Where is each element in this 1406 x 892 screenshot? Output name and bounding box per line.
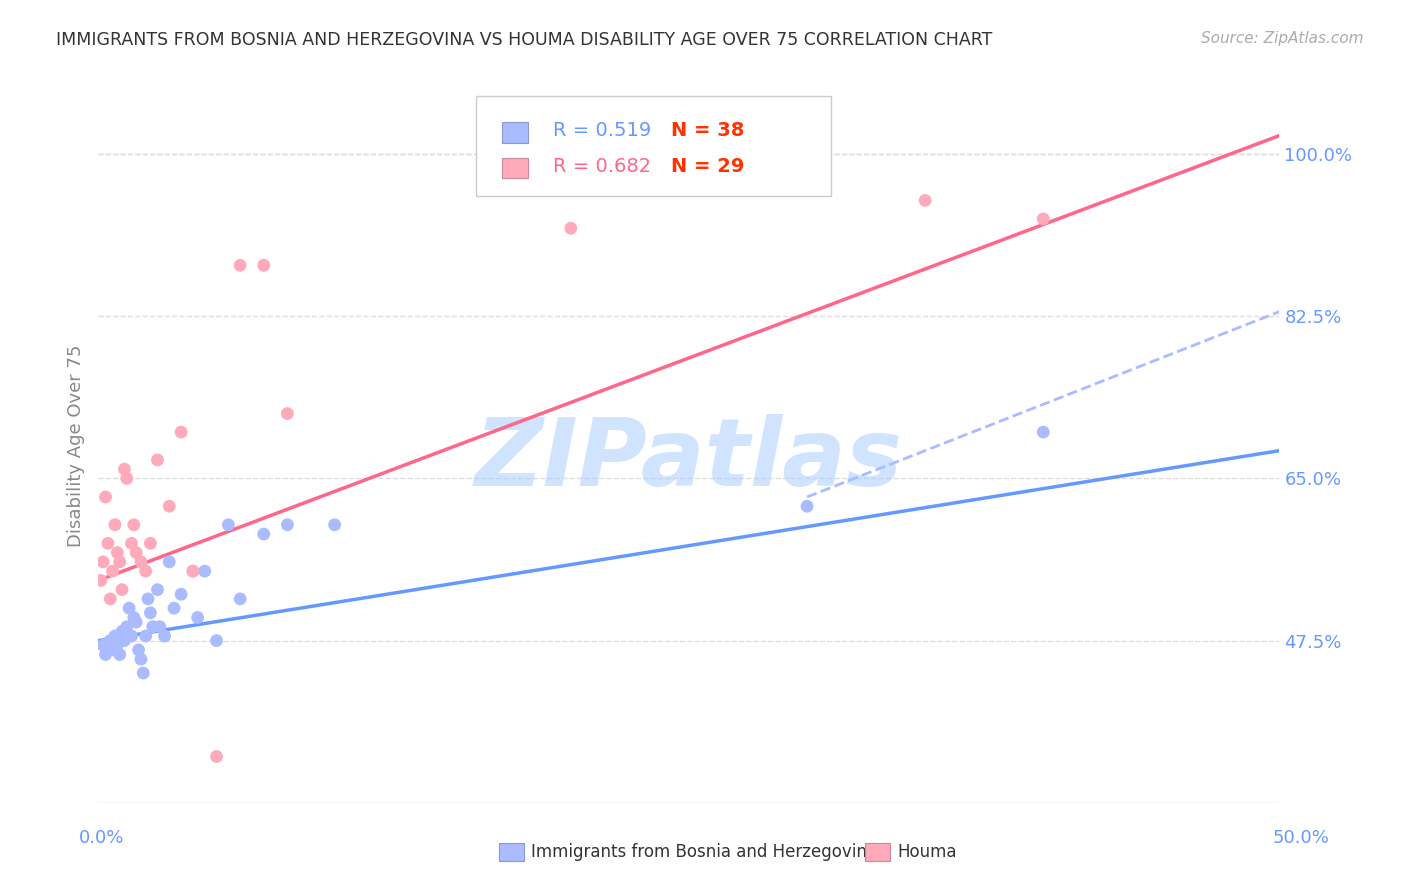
Point	[181, 564, 204, 578]
Point	[135, 629, 157, 643]
Text: Source: ZipAtlas.com: Source: ZipAtlas.com	[1201, 31, 1364, 46]
Point	[142, 620, 165, 634]
Point	[115, 620, 138, 634]
Point	[560, 221, 582, 235]
Point	[132, 666, 155, 681]
Point	[229, 258, 252, 272]
Point	[157, 500, 180, 514]
Point	[146, 582, 169, 597]
Text: 50.0%: 50.0%	[1272, 830, 1329, 847]
Bar	[502, 158, 529, 178]
Point	[104, 517, 127, 532]
Point	[276, 517, 298, 532]
Point	[111, 582, 134, 597]
Point	[157, 555, 180, 569]
Point	[217, 517, 239, 532]
Point	[94, 490, 117, 504]
Point	[149, 620, 172, 634]
Point	[108, 555, 131, 569]
Point	[101, 564, 124, 578]
Point	[125, 545, 148, 559]
Point	[101, 643, 124, 657]
Point	[108, 648, 131, 662]
Point	[194, 564, 217, 578]
Point	[94, 648, 117, 662]
Point	[205, 749, 228, 764]
Point	[129, 555, 152, 569]
FancyBboxPatch shape	[477, 96, 831, 196]
Point	[914, 194, 936, 208]
Text: N = 38: N = 38	[671, 121, 745, 140]
Point	[91, 638, 114, 652]
Point	[105, 545, 128, 559]
Point	[118, 601, 141, 615]
Text: Immigrants from Bosnia and Herzegovina: Immigrants from Bosnia and Herzegovina	[531, 843, 877, 861]
Point	[153, 629, 176, 643]
Point	[91, 555, 114, 569]
Point	[170, 425, 193, 439]
Point	[1032, 425, 1054, 439]
Point	[97, 536, 120, 550]
Point	[115, 471, 138, 485]
Point	[90, 574, 112, 588]
Point	[276, 407, 298, 421]
Point	[112, 633, 135, 648]
Point	[98, 591, 121, 606]
Point	[170, 587, 193, 601]
Text: ZIPatlas: ZIPatlas	[475, 414, 903, 507]
Point	[139, 536, 162, 550]
Point	[229, 591, 252, 606]
Text: IMMIGRANTS FROM BOSNIA AND HERZEGOVINA VS HOUMA DISABILITY AGE OVER 75 CORRELATI: IMMIGRANTS FROM BOSNIA AND HERZEGOVINA V…	[56, 31, 993, 49]
Point	[129, 652, 152, 666]
Point	[135, 564, 157, 578]
Point	[181, 564, 204, 578]
Text: 0.0%: 0.0%	[79, 830, 124, 847]
Point	[111, 624, 134, 639]
Point	[253, 527, 276, 541]
Point	[323, 517, 346, 532]
Point	[146, 453, 169, 467]
Point	[122, 517, 145, 532]
Point	[98, 633, 121, 648]
Point	[796, 500, 818, 514]
Text: Houma: Houma	[897, 843, 956, 861]
Point	[253, 258, 276, 272]
Point	[128, 643, 150, 657]
Point	[139, 606, 162, 620]
Point	[121, 629, 143, 643]
Point	[121, 536, 143, 550]
Point	[205, 633, 228, 648]
Point	[163, 601, 186, 615]
Text: R = 0.682: R = 0.682	[553, 157, 651, 176]
Text: N = 29: N = 29	[671, 157, 745, 176]
Point	[104, 629, 127, 643]
Point	[136, 591, 159, 606]
Point	[105, 638, 128, 652]
Point	[122, 610, 145, 624]
Point	[1032, 211, 1054, 226]
Point	[187, 610, 209, 624]
Text: R = 0.519: R = 0.519	[553, 121, 651, 140]
Bar	[502, 122, 529, 143]
Point	[125, 615, 148, 629]
Y-axis label: Disability Age Over 75: Disability Age Over 75	[66, 344, 84, 548]
Point	[112, 462, 135, 476]
